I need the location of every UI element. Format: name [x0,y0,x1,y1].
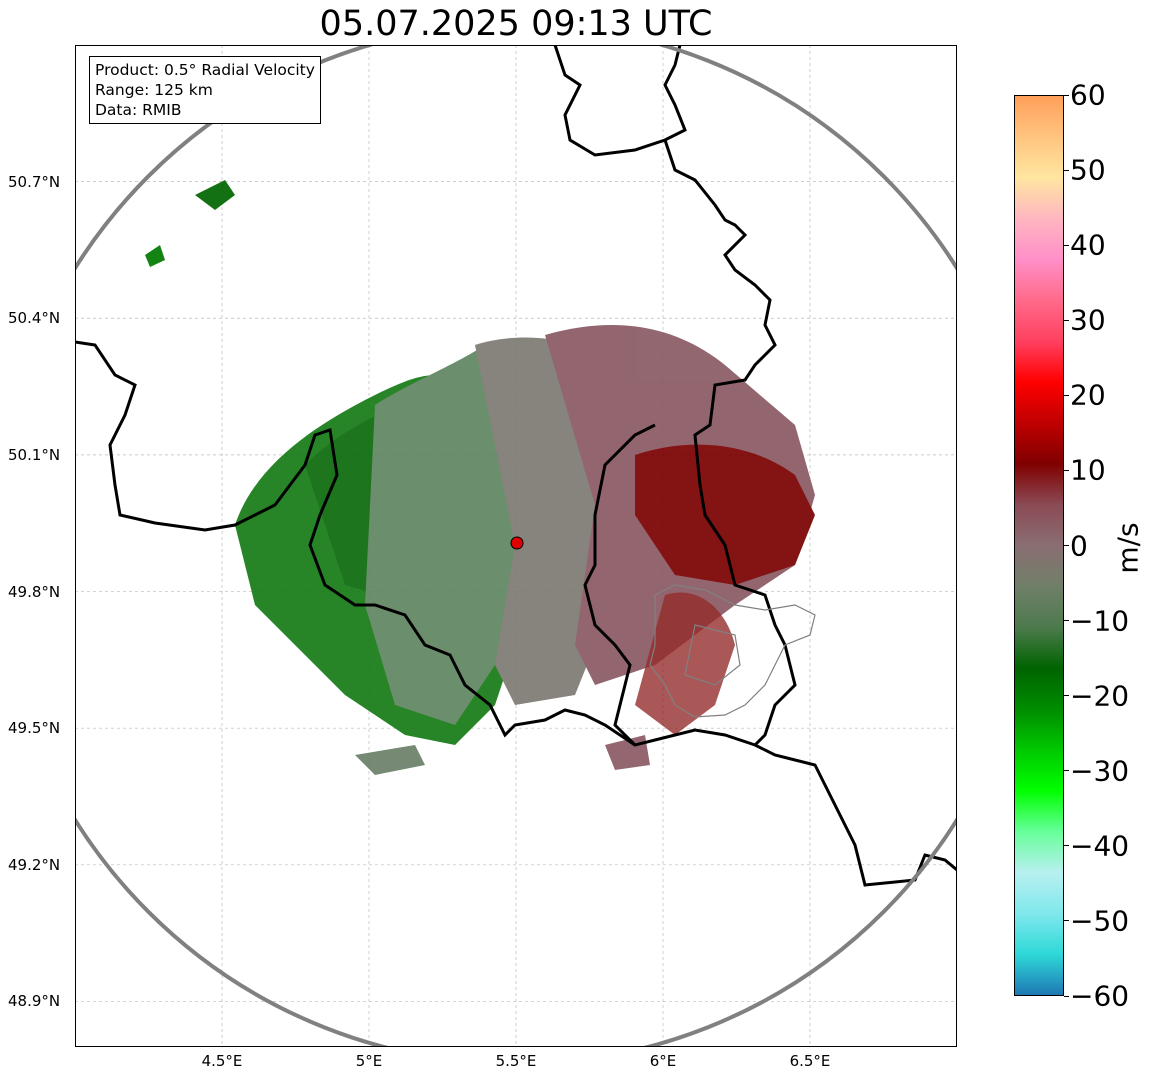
radar-map[interactable] [75,45,957,1047]
colorbar-tick-label: −30 [1070,754,1130,788]
lat-tick-label: 49.8°N [8,582,61,601]
colorbar-tick-mark [1064,244,1069,246]
colorbar-tick-label: 60 [1070,78,1106,112]
colorbar-tick-label: −40 [1070,829,1130,863]
colorbar-tick-mark [1064,620,1069,622]
colorbar-tick-label: 50 [1070,153,1106,187]
colorbar-tick-label: 40 [1070,228,1106,262]
colorbar-tick-mark [1064,920,1069,922]
colorbar-tick-mark [1064,394,1069,396]
colorbar-tick-mark [1064,319,1069,321]
range-label: Range: 125 km [95,81,213,99]
colorbar-tick-label: 20 [1070,378,1106,412]
colorbar-label: m/s [1111,522,1145,574]
lon-tick-label: 4.5°E [201,1052,243,1070]
lon-tick-label: 6.5°E [789,1052,831,1070]
lon-tick-label: 6°E [649,1052,677,1070]
colorbar-tick-label: 10 [1070,453,1106,487]
region-borders [649,584,816,718]
lat-tick-label: 49.5°N [8,719,61,738]
colorbar-tick-mark [1064,695,1069,697]
colorbar-tick-mark [1064,94,1069,96]
country-borders [75,45,957,887]
colorbar-tick-mark [1064,995,1069,997]
lat-tick-label: 50.7°N [8,172,61,191]
lon-tick-label: 5°E [355,1052,383,1070]
colorbar-tick-mark [1064,469,1069,471]
colorbar-tick-mark [1064,545,1069,546]
colorbar-tick-mark [1064,169,1069,171]
lat-tick-label: 50.4°N [8,309,61,328]
radar-site-marker[interactable] [510,536,524,550]
data-source-label: Data: RMIB [95,101,182,119]
colorbar-tick-label: 30 [1070,303,1106,337]
colorbar-tick-label: −50 [1070,904,1130,938]
colorbar-tick-mark [1064,845,1069,847]
colorbar-tick-label: −10 [1070,604,1130,638]
lat-tick-label: 50.1°N [8,445,61,464]
lat-tick-label: 49.2°N [8,855,61,874]
product-label: Product: 0.5° Radial Velocity [95,61,315,79]
chart-title: 05.07.2025 09:13 UTC [319,4,713,44]
colorbar-tick-mark [1064,770,1069,772]
colorbar-tick-label: −20 [1070,679,1130,713]
velocity-colorbar [1014,95,1064,996]
velocity-echoes [145,180,815,775]
product-info-box: Product: 0.5° Radial Velocity Range: 125… [89,56,321,124]
colorbar-tick-label: −60 [1070,979,1130,1013]
lat-tick-label: 48.9°N [8,992,61,1011]
lon-tick-label: 5.5°E [495,1052,537,1070]
colorbar-tick-label: 0 [1070,529,1088,562]
